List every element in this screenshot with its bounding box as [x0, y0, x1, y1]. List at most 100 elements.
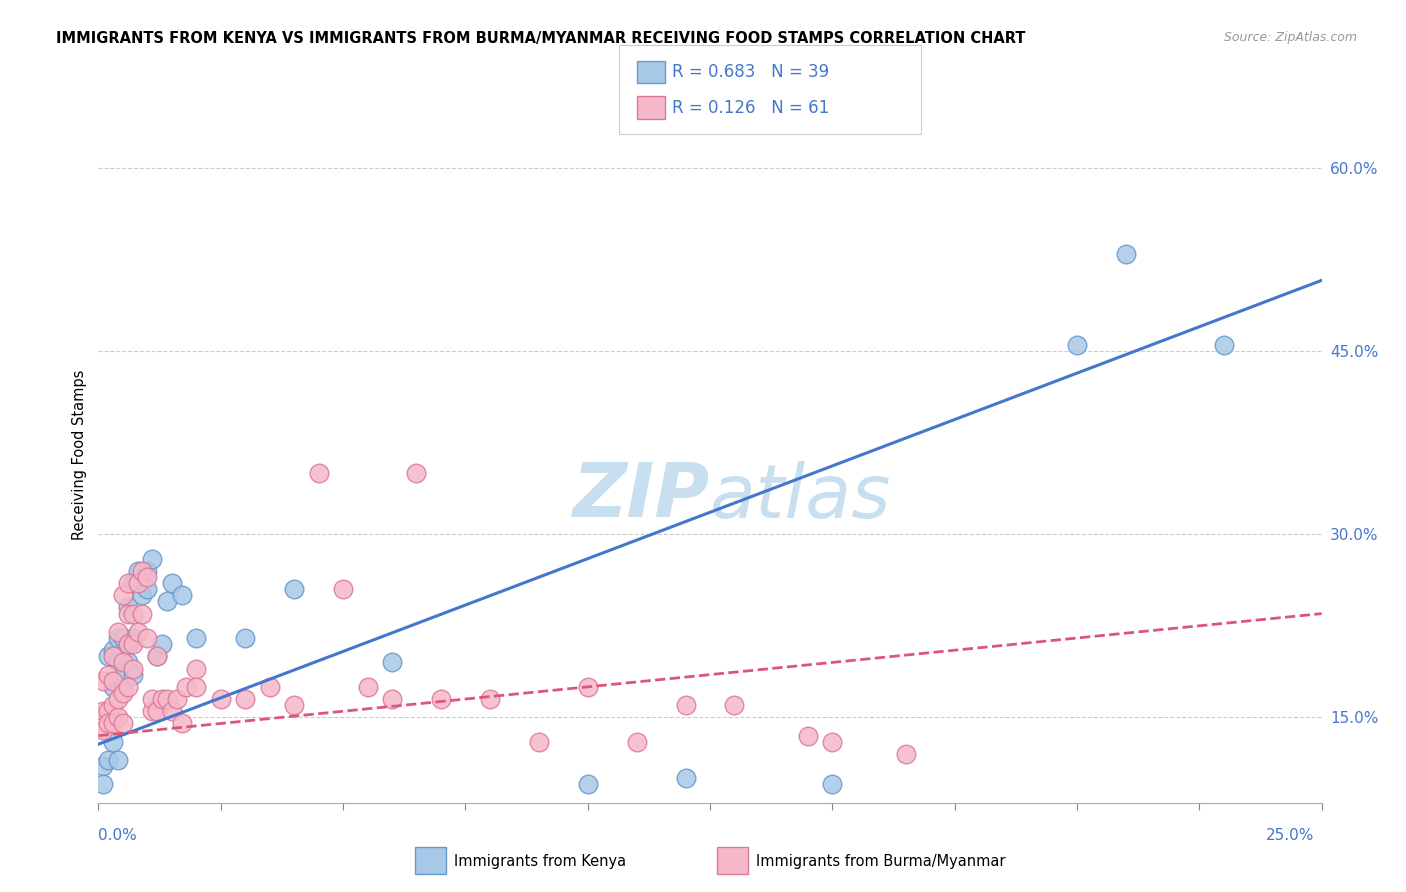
Point	[156, 594, 179, 608]
Point	[146, 649, 169, 664]
Point	[97, 667, 120, 681]
Point	[136, 570, 159, 584]
Point	[91, 759, 114, 773]
Point	[117, 576, 139, 591]
Point	[121, 667, 143, 681]
Point	[97, 704, 120, 718]
Point	[117, 607, 139, 621]
Point	[107, 753, 129, 767]
Point	[121, 637, 143, 651]
Y-axis label: Receiving Food Stamps: Receiving Food Stamps	[72, 369, 87, 541]
Point	[97, 753, 120, 767]
Point	[141, 692, 163, 706]
Text: 25.0%: 25.0%	[1267, 828, 1315, 843]
Point	[91, 777, 114, 791]
Point	[91, 723, 114, 737]
Point	[675, 772, 697, 786]
Text: Immigrants from Burma/Myanmar: Immigrants from Burma/Myanmar	[756, 855, 1005, 869]
Point	[111, 716, 134, 731]
Point	[107, 656, 129, 670]
Point	[107, 710, 129, 724]
Point	[146, 704, 169, 718]
Point	[141, 704, 163, 718]
Point	[97, 716, 120, 731]
Point	[576, 680, 599, 694]
Point	[127, 624, 149, 639]
Point	[117, 637, 139, 651]
Point	[160, 576, 183, 591]
Text: IMMIGRANTS FROM KENYA VS IMMIGRANTS FROM BURMA/MYANMAR RECEIVING FOOD STAMPS COR: IMMIGRANTS FROM KENYA VS IMMIGRANTS FROM…	[56, 31, 1026, 46]
Point	[156, 692, 179, 706]
Point	[121, 661, 143, 675]
Point	[107, 692, 129, 706]
Point	[186, 661, 208, 675]
Point	[91, 704, 114, 718]
Point	[283, 582, 305, 597]
Point	[111, 588, 134, 602]
Point	[1066, 338, 1088, 352]
Point	[111, 680, 134, 694]
Point	[111, 667, 134, 681]
Point	[576, 777, 599, 791]
Point	[111, 686, 134, 700]
Point	[101, 698, 124, 713]
Point	[170, 716, 193, 731]
Point	[150, 692, 173, 706]
Point	[121, 576, 143, 591]
Text: atlas: atlas	[710, 460, 891, 533]
Point	[136, 582, 159, 597]
Point	[131, 607, 153, 621]
Point	[136, 564, 159, 578]
Text: ZIP: ZIP	[572, 460, 710, 533]
Point	[101, 673, 124, 688]
Point	[117, 656, 139, 670]
Point	[332, 582, 354, 597]
Point	[117, 600, 139, 615]
Point	[821, 777, 844, 791]
Point	[894, 747, 917, 761]
Point	[160, 704, 183, 718]
Point	[233, 631, 256, 645]
Point	[405, 467, 427, 481]
Point	[170, 588, 193, 602]
Point	[308, 467, 330, 481]
Point	[150, 637, 173, 651]
Point	[131, 588, 153, 602]
Point	[176, 680, 198, 694]
Point	[91, 673, 114, 688]
Point	[166, 692, 188, 706]
Point	[626, 735, 648, 749]
Point	[381, 692, 404, 706]
Text: R = 0.126   N = 61: R = 0.126 N = 61	[672, 99, 830, 117]
Point	[127, 564, 149, 578]
Point	[146, 649, 169, 664]
Point	[111, 631, 134, 645]
Point	[259, 680, 281, 694]
Text: Immigrants from Kenya: Immigrants from Kenya	[454, 855, 626, 869]
Point	[101, 680, 124, 694]
Point	[430, 692, 453, 706]
Point	[101, 643, 124, 657]
Point	[97, 649, 120, 664]
Point	[478, 692, 501, 706]
Point	[111, 656, 134, 670]
Point	[101, 716, 124, 731]
Point	[127, 576, 149, 591]
Point	[675, 698, 697, 713]
Point	[186, 631, 208, 645]
Point	[117, 637, 139, 651]
Point	[121, 607, 143, 621]
Point	[121, 631, 143, 645]
Point	[283, 698, 305, 713]
Point	[723, 698, 745, 713]
Point	[101, 735, 124, 749]
Point	[141, 551, 163, 566]
Point	[821, 735, 844, 749]
Point	[1115, 246, 1137, 260]
Point	[136, 631, 159, 645]
Point	[797, 729, 820, 743]
Point	[209, 692, 232, 706]
Point	[131, 564, 153, 578]
Text: R = 0.683   N = 39: R = 0.683 N = 39	[672, 63, 830, 81]
Point	[117, 680, 139, 694]
